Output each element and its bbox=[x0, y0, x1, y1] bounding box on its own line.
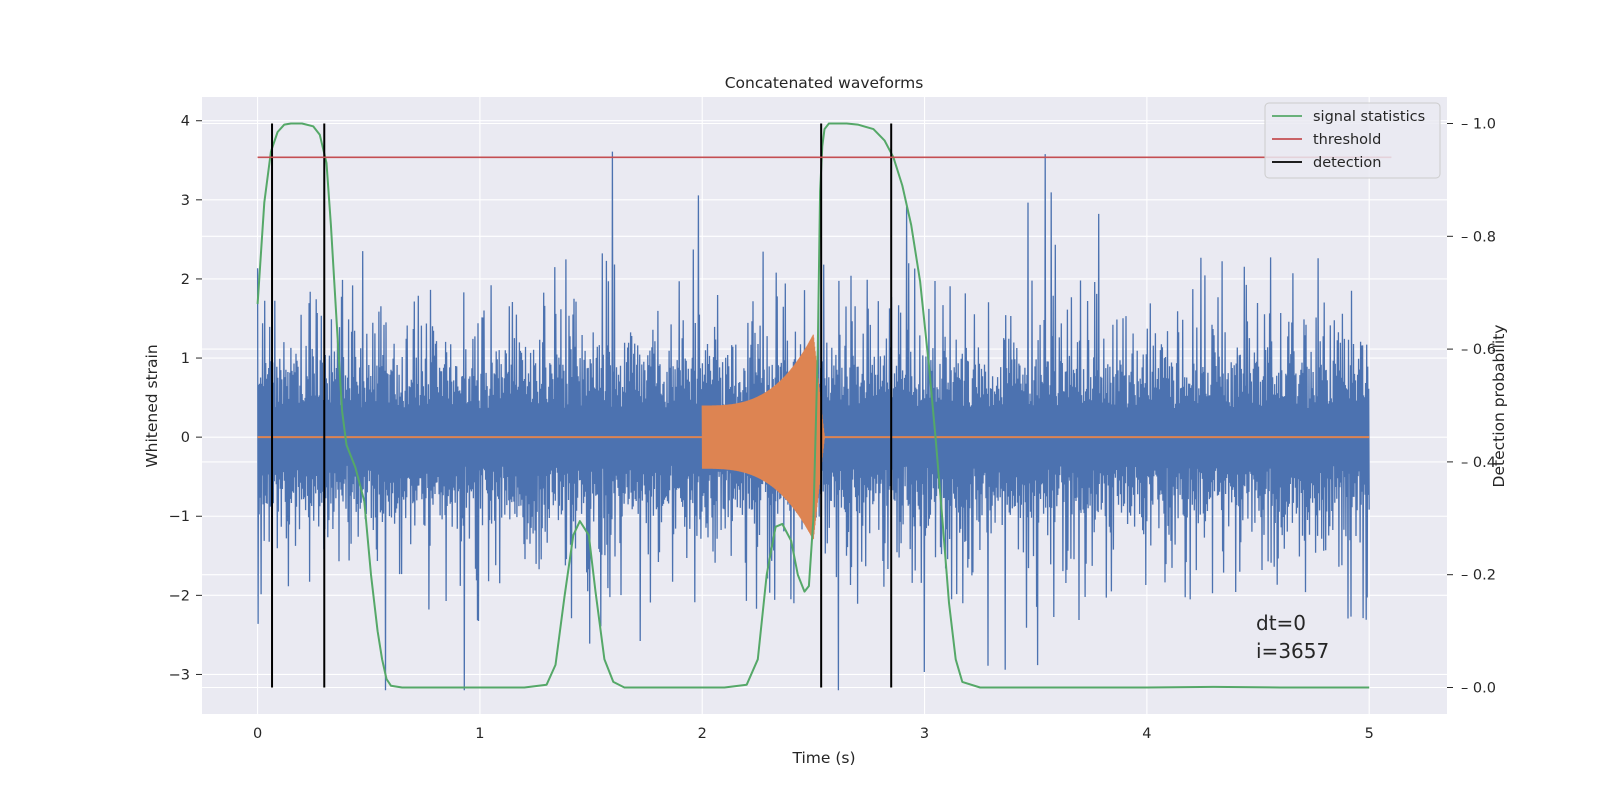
legend: signal statistics threshold detection bbox=[1264, 102, 1441, 179]
y-tick-label: −3 bbox=[169, 667, 190, 683]
legend-label-threshold: threshold bbox=[1313, 132, 1381, 148]
y2-tick-label: – 1.0 bbox=[1461, 117, 1496, 133]
tick-labels: 0 1 2 3 4 5 −3 −2 −1 0 1 2 3 4 – 0.0 – 0.2 – 0.4 – 0.6 – 0… bbox=[169, 114, 1496, 742]
x-tick-label: 1 bbox=[475, 726, 484, 742]
legend-label-detection: detection bbox=[1313, 155, 1381, 171]
y2-tick-label: – 0.8 bbox=[1461, 229, 1496, 245]
y-tick-label: 4 bbox=[181, 114, 190, 130]
chirp-series bbox=[257, 334, 1370, 540]
annotation-dt: dt=0 bbox=[1256, 611, 1306, 635]
y-tick-label: 2 bbox=[181, 272, 190, 288]
legend-label-signal-statistics: signal statistics bbox=[1313, 109, 1425, 125]
y-axis-label: Whitened strain bbox=[143, 344, 161, 467]
x-tick-label: 0 bbox=[253, 726, 262, 742]
signal-statistics-series bbox=[256, 122, 1370, 689]
y-tick-label: 0 bbox=[181, 430, 190, 446]
y-tick-label: −2 bbox=[169, 588, 190, 604]
y2-tick-label: – 0.6 bbox=[1461, 342, 1496, 358]
y2-tick-label: – 0.0 bbox=[1461, 680, 1496, 696]
chart-title: Concatenated waveforms bbox=[725, 74, 924, 92]
y2-axis-label: Detection probability bbox=[1490, 325, 1508, 488]
x-tick-label: 2 bbox=[698, 726, 707, 742]
y2-tick-label: – 0.2 bbox=[1461, 568, 1496, 584]
x-tick-label: 3 bbox=[920, 726, 929, 742]
legend-box bbox=[1264, 102, 1441, 179]
y2-tick-label: – 0.4 bbox=[1461, 455, 1496, 471]
x-tick-label: 4 bbox=[1142, 726, 1151, 742]
x-axis-label: Time (s) bbox=[791, 749, 855, 767]
y-tick-label: 3 bbox=[181, 193, 190, 209]
y-tick-label: 1 bbox=[181, 351, 190, 367]
signal-statistics-line bbox=[256, 122, 1370, 689]
y-tick-label: −1 bbox=[169, 509, 190, 525]
annotation-index: i=3657 bbox=[1256, 639, 1329, 663]
detection-series bbox=[271, 123, 893, 688]
chirp-trace bbox=[701, 334, 826, 540]
x-tick-label: 5 bbox=[1365, 726, 1374, 742]
